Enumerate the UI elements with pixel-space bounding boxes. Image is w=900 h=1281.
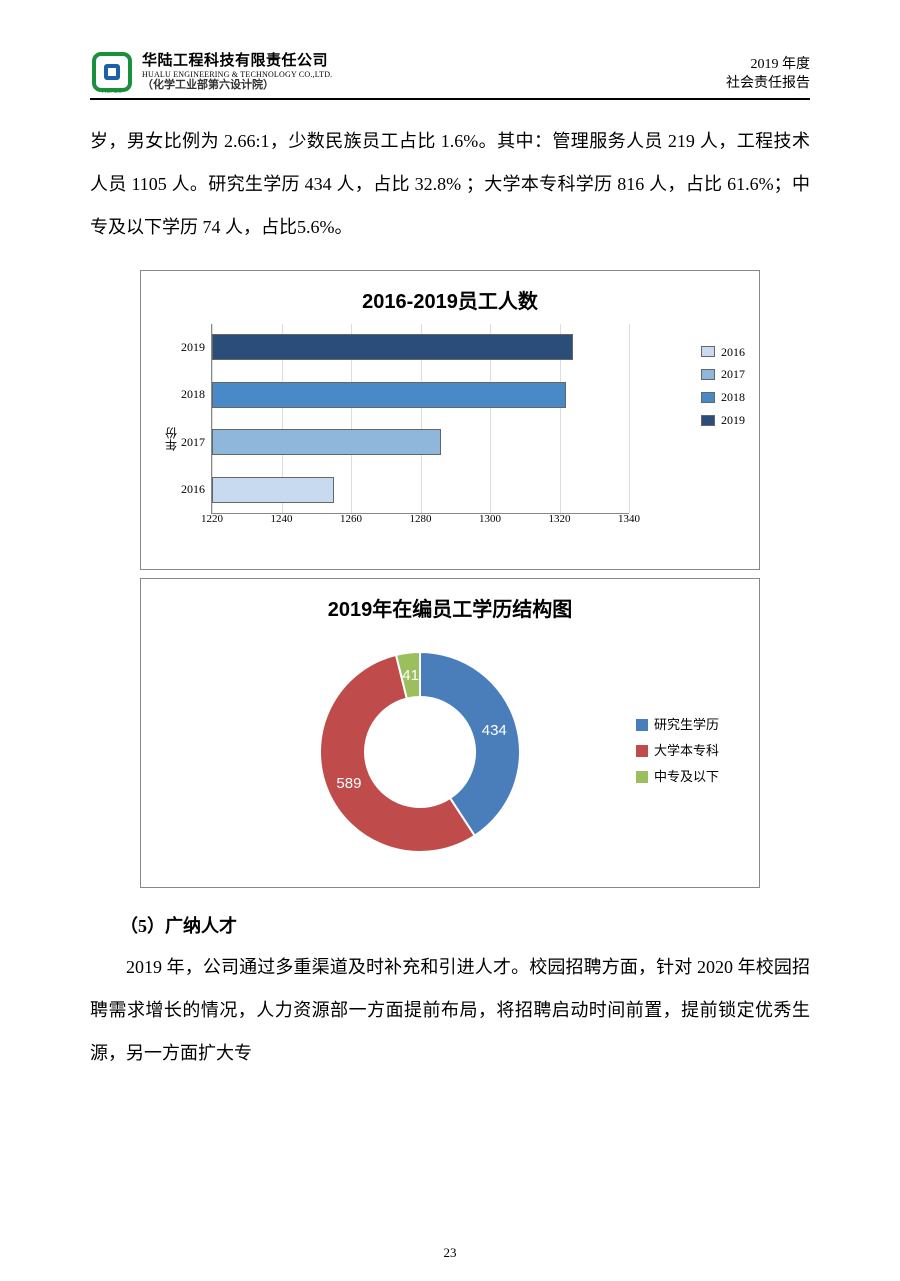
legend-label: 2019 [721, 409, 745, 432]
x-tick-label: 1280 [410, 513, 432, 525]
legend-label: 2016 [721, 341, 745, 364]
report-year: 2019 年度 [726, 55, 810, 75]
header-right: 2019 年度 社会责任报告 [726, 55, 810, 94]
donut-wrap: 434 589 41 研究生学历 大学本专科 中专及以下 [161, 632, 739, 872]
x-tick-label: 1240 [271, 513, 293, 525]
bar-cat: 2017 [181, 435, 205, 450]
bar-cat: 2016 [181, 482, 205, 497]
legend-label: 研究生学历 [654, 712, 719, 738]
section-5-heading: （5）广纳人才 [120, 912, 810, 938]
legend-label: 大学本专科 [654, 738, 719, 764]
x-tick-label: 1340 [618, 513, 640, 525]
company-subname: （化学工业部第六设计院） [142, 79, 332, 92]
bar [212, 334, 573, 360]
body-paragraph-1: 岁，男女比例为 2.66:1，少数民族员工占比 1.6%。其中：管理服务人员 2… [90, 120, 810, 250]
legend-swatch-icon [701, 346, 715, 357]
bar-cat: 2019 [181, 340, 205, 355]
legend-label: 中专及以下 [654, 764, 719, 790]
legend-item: 大学本专科 [636, 738, 719, 764]
donut-value-label: 41 [402, 667, 419, 684]
header-left: HUALU 华陆工程科技有限责任公司 HUALU ENGINEERING & T… [90, 50, 332, 94]
page-number: 23 [0, 1245, 900, 1261]
bar-y-axis-label: 年份 [161, 324, 181, 554]
x-tick-label: 1300 [479, 513, 501, 525]
legend-swatch-icon [701, 369, 715, 380]
donut-svg: 434 589 41 [310, 642, 530, 862]
legend-label: 2018 [721, 386, 745, 409]
company-name-en: HUALU ENGINEERING & TECHNOLOGY CO.,LTD. [142, 70, 332, 80]
legend-item: 研究生学历 [636, 712, 719, 738]
legend-label: 2017 [721, 363, 745, 386]
body-paragraph-2: 2019 年，公司通过多重渠道及时补充和引进人才。校园招聘方面，针对 2020 … [90, 946, 810, 1076]
bar [212, 382, 566, 408]
legend-item: 2017 [701, 363, 745, 386]
education-donut-chart: 2019年在编员工学历结构图 434 589 41 研究生学历 大学本专科 中专及以… [140, 578, 760, 888]
x-tick-label: 1220 [201, 513, 223, 525]
bar-x-ticks: 1220124012601280130013201340 [212, 513, 629, 533]
legend-swatch-icon [701, 415, 715, 426]
legend-item: 2016 [701, 341, 745, 364]
donut-chart-title: 2019年在编员工学历结构图 [161, 593, 739, 622]
x-tick-label: 1320 [549, 513, 571, 525]
company-text: 华陆工程科技有限责任公司 HUALU ENGINEERING & TECHNOL… [142, 52, 332, 93]
company-name: 华陆工程科技有限责任公司 [142, 52, 332, 70]
bar [212, 477, 334, 503]
legend-swatch-icon [636, 745, 648, 757]
bar-chart-area: 年份 2019 2018 2017 2016 12201240126012801… [161, 324, 739, 554]
legend-swatch-icon [636, 719, 648, 731]
bar-y-categories: 2019 2018 2017 2016 [181, 324, 211, 514]
page-header: HUALU 华陆工程科技有限责任公司 HUALU ENGINEERING & T… [90, 50, 810, 100]
svg-text:HUALU: HUALU [102, 89, 122, 94]
legend-item: 2018 [701, 386, 745, 409]
donut-legend: 研究生学历 大学本专科 中专及以下 [636, 712, 719, 790]
donut-value-label: 434 [482, 721, 507, 738]
bar-chart-title: 2016-2019员工人数 [161, 285, 739, 314]
bar-chart-legend: 2016 2017 2018 2019 [701, 341, 745, 432]
donut-value-label: 589 [336, 774, 361, 791]
legend-item: 中专及以下 [636, 764, 719, 790]
bar [212, 429, 441, 455]
bar-cat: 2018 [181, 387, 205, 402]
legend-item: 2019 [701, 409, 745, 432]
report-title: 社会责任报告 [726, 74, 810, 94]
legend-swatch-icon [636, 771, 648, 783]
legend-swatch-icon [701, 392, 715, 403]
employee-count-bar-chart: 2016-2019员工人数 年份 2019 2018 2017 2016 122… [140, 270, 760, 570]
bar-plot-area: 1220124012601280130013201340 [211, 324, 629, 514]
hualu-logo-icon: HUALU [90, 50, 134, 94]
x-tick-label: 1260 [340, 513, 362, 525]
